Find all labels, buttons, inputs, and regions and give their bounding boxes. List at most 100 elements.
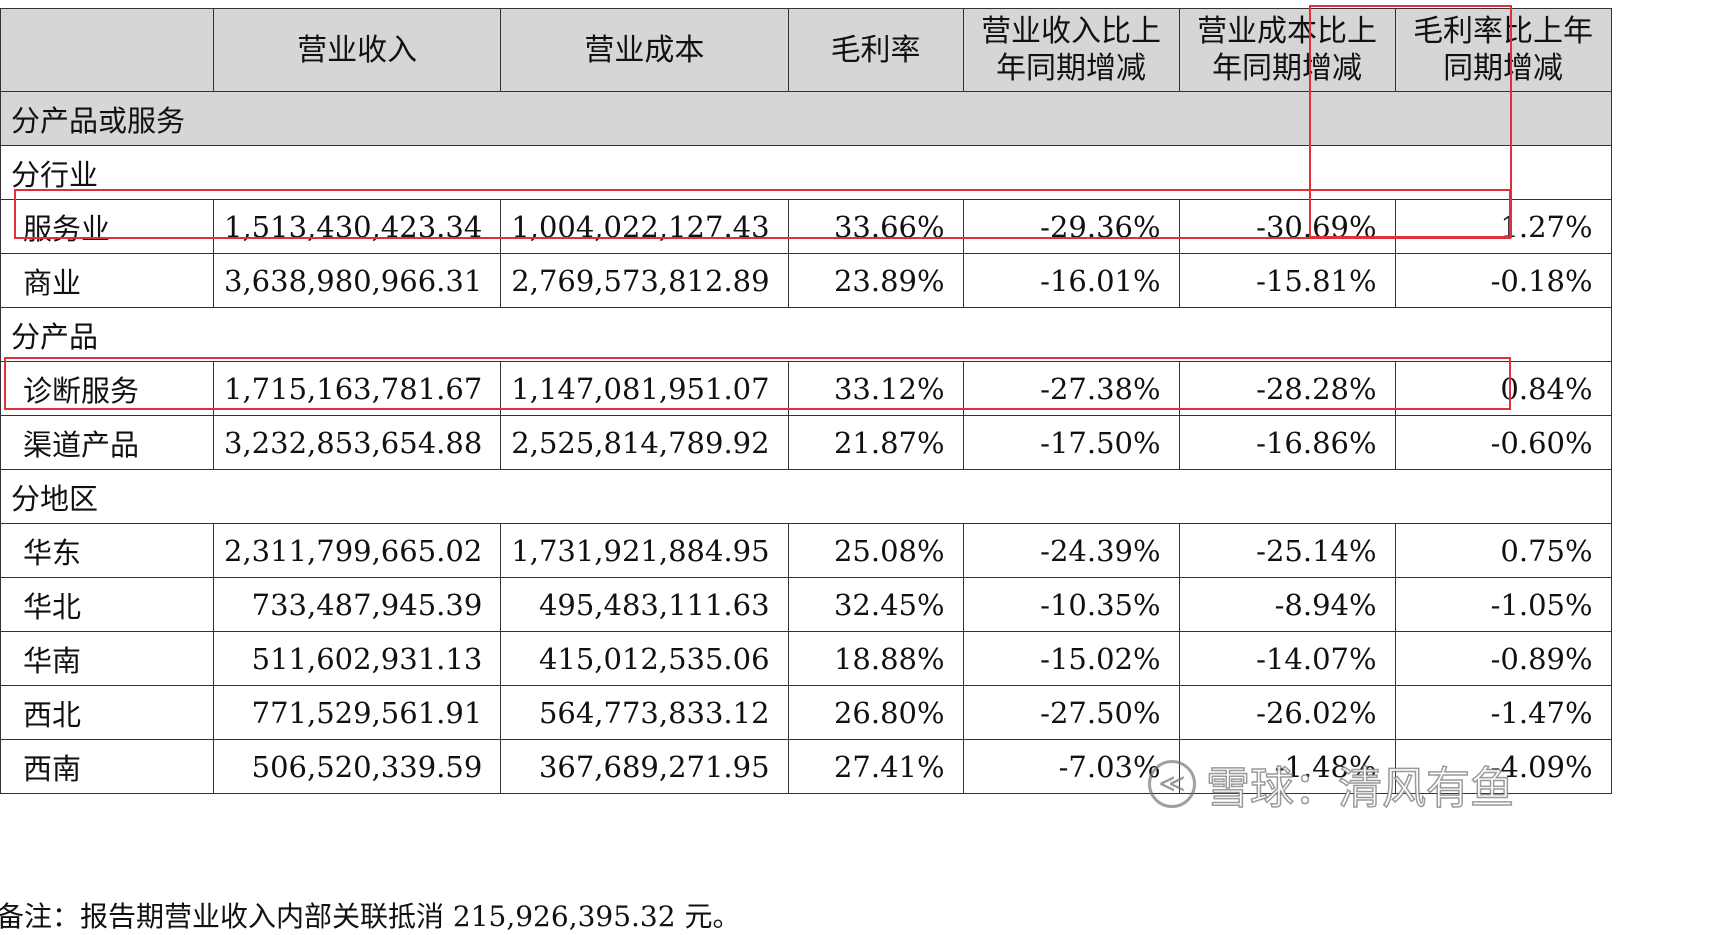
snowball-logo-icon: ≪ [1148, 760, 1196, 808]
table-row: 商业 3,638,980,966.31 2,769,573,812.89 23.89%… [0, 253, 1612, 308]
watermark: ≪ 雪球：清风有鱼 [1148, 752, 1515, 816]
table-row: 诊断服务 1,715,163,781.67 1,147,081,951.07 33.1… [0, 361, 1612, 416]
value-cell: 2,769,573,812.89 [500, 253, 789, 308]
value-cell: -10.35% [962, 577, 1180, 632]
value-cell: -30.69% [1178, 199, 1396, 254]
group-row: 分地区 [0, 469, 1612, 524]
row-label: 华北 [0, 577, 214, 632]
header-line: 营业成本比上 [1197, 14, 1378, 49]
value-cell: -1.47% [1394, 685, 1612, 740]
value-cell: -15.81% [1178, 253, 1396, 308]
value-cell: -17.50% [962, 415, 1180, 470]
value-cell: -0.60% [1394, 415, 1612, 470]
value-cell: -15.02% [962, 631, 1180, 686]
header-line: 营业收入 [297, 32, 418, 68]
value-cell: -16.01% [962, 253, 1180, 308]
table-footnote: 备注：报告期营业收入内部关联抵消 215,926,395.32 元。 [0, 900, 741, 933]
value-cell: 1,715,163,781.67 [212, 361, 502, 416]
value-cell: 495,483,111.63 [500, 577, 789, 632]
value-cell: 3,638,980,966.31 [212, 253, 502, 308]
header-line: 营业成本 [584, 32, 705, 68]
row-label: 西北 [0, 685, 214, 740]
group-label: 分产品 [0, 307, 1612, 362]
value-cell: -0.18% [1394, 253, 1612, 308]
value-cell: 1,731,921,884.95 [500, 523, 789, 578]
value-cell: -16.86% [1178, 415, 1396, 470]
value-cell: 23.89% [787, 253, 964, 308]
table-row: 华南 511,602,931.13 415,012,535.06 18.88% -15.… [0, 631, 1612, 686]
header-line: 同期增减 [1443, 51, 1564, 86]
table-header-row: 营业收入 营业成本 毛利率 营业收入比上 年同期增减 营业成本比上 年同期增减 毛利… [0, 8, 1612, 92]
header-cell: 营业收入 [212, 8, 502, 92]
value-cell: -8.94% [1178, 577, 1396, 632]
header-line: 年同期增减 [1212, 51, 1363, 86]
table-row: 华东 2,311,799,665.02 1,731,921,884.95 25.08%… [0, 523, 1612, 578]
header-cell: 营业成本 [500, 8, 789, 92]
value-cell: 2,525,814,789.92 [500, 415, 789, 470]
value-cell: 32.45% [787, 577, 964, 632]
value-cell: 26.80% [787, 685, 964, 740]
value-cell: -7.03% [962, 739, 1180, 794]
header-cell-blank [0, 8, 214, 92]
value-cell: -4.09% [1394, 739, 1612, 794]
value-cell: -24.39% [962, 523, 1180, 578]
value-cell: -0.89% [1394, 631, 1612, 686]
group-label: 分行业 [0, 145, 1612, 200]
value-cell: 506,520,339.59 [212, 739, 502, 794]
value-cell: 3,232,853,654.88 [212, 415, 502, 470]
row-label: 渠道产品 [0, 415, 214, 470]
value-cell: 1,004,022,127.43 [500, 199, 789, 254]
row-label: 服务业 [0, 199, 214, 254]
value-cell: 21.87% [787, 415, 964, 470]
header-line: 毛利率 [830, 32, 921, 68]
value-cell: 771,529,561.91 [212, 685, 502, 740]
value-cell: 33.66% [787, 199, 964, 254]
header-cell: 营业成本比上 年同期增减 [1178, 8, 1396, 92]
row-label: 商业 [0, 253, 214, 308]
row-label: 华东 [0, 523, 214, 578]
value-cell: -27.50% [962, 685, 1180, 740]
value-cell: 367,689,271.95 [500, 739, 789, 794]
value-cell: 0.75% [1394, 523, 1612, 578]
group-label: 分地区 [0, 469, 1612, 524]
value-cell: 415,012,535.06 [500, 631, 789, 686]
row-label: 诊断服务 [0, 361, 214, 416]
header-line: 毛利率比上年 [1413, 14, 1594, 49]
header-line: 年同期增减 [996, 51, 1147, 86]
revenue-breakdown-table: 营业收入 营业成本 毛利率 营业收入比上 年同期增减 营业成本比上 年同期增减 毛利… [0, 8, 1612, 794]
header-cell: 营业收入比上 年同期增减 [962, 8, 1180, 92]
table-row: 华北 733,487,945.39 495,483,111.63 32.45% -10.… [0, 577, 1612, 632]
value-cell: 2,311,799,665.02 [212, 523, 502, 578]
value-cell: -14.07% [1178, 631, 1396, 686]
table-row: 西南 506,520,339.59 367,689,271.95 27.41% -7.0… [0, 739, 1612, 794]
value-cell: 733,487,945.39 [212, 577, 502, 632]
section-row: 分产品或服务 [0, 91, 1612, 146]
value-cell: -26.02% [1178, 685, 1396, 740]
value-cell: -25.14% [1178, 523, 1396, 578]
value-cell: 511,602,931.13 [212, 631, 502, 686]
table-row: 西北 771,529,561.91 564,773,833.12 26.80% -27.… [0, 685, 1612, 740]
value-cell: 564,773,833.12 [500, 685, 789, 740]
value-cell: 1,513,430,423.34 [212, 199, 502, 254]
header-cell: 毛利率 [787, 8, 964, 92]
group-row: 分产品 [0, 307, 1612, 362]
value-cell: 18.88% [787, 631, 964, 686]
header-line: 营业收入比上 [981, 14, 1162, 49]
table-row: 渠道产品 3,232,853,654.88 2,525,814,789.92 21.8… [0, 415, 1612, 470]
value-cell: 27.41% [787, 739, 964, 794]
table-row: 服务业 1,513,430,423.34 1,004,022,127.43 33.66… [0, 199, 1612, 254]
row-label: 西南 [0, 739, 214, 794]
value-cell: 33.12% [787, 361, 964, 416]
value-cell: 1.27% [1394, 199, 1612, 254]
section-label: 分产品或服务 [0, 91, 1612, 146]
value-cell: -28.28% [1178, 361, 1396, 416]
watermark-text: 雪球：清风有鱼 [1205, 762, 1515, 815]
value-cell: 0.84% [1394, 361, 1612, 416]
value-cell: -1.05% [1394, 577, 1612, 632]
value-cell: -29.36% [962, 199, 1180, 254]
value-cell: -27.38% [962, 361, 1180, 416]
value-cell: 1,147,081,951.07 [500, 361, 789, 416]
group-row: 分行业 [0, 145, 1612, 200]
row-label: 华南 [0, 631, 214, 686]
value-cell: 25.08% [787, 523, 964, 578]
